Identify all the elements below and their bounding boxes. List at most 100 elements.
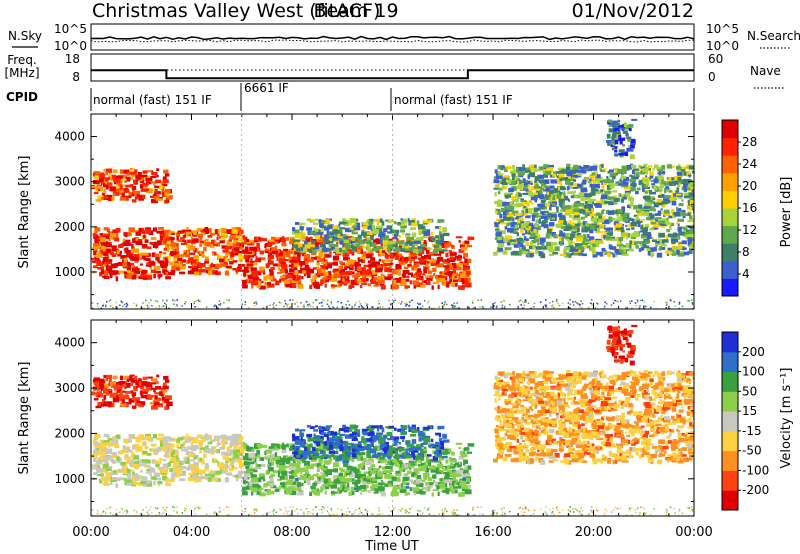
power-cell bbox=[105, 271, 109, 276]
power-cell bbox=[133, 182, 138, 185]
power-cell bbox=[671, 238, 679, 243]
power-cell bbox=[557, 305, 560, 307]
power-cell bbox=[600, 197, 604, 203]
power-cell bbox=[510, 217, 515, 222]
power-cell bbox=[425, 249, 430, 254]
power-cell bbox=[552, 252, 559, 255]
power-cell bbox=[409, 301, 411, 303]
power-cell bbox=[176, 232, 181, 237]
power-cell bbox=[545, 187, 551, 191]
velocity-cell bbox=[116, 456, 120, 461]
power-cell bbox=[359, 256, 365, 260]
power-cell bbox=[233, 260, 238, 263]
power-cell bbox=[619, 216, 626, 221]
power-cell bbox=[230, 234, 236, 239]
velocity-cell bbox=[145, 471, 152, 474]
power-cell bbox=[140, 270, 145, 274]
power-cell bbox=[391, 270, 397, 275]
velocity-cell bbox=[153, 390, 156, 393]
power-cell bbox=[232, 268, 236, 271]
velocity-cell bbox=[115, 391, 119, 396]
power-cell bbox=[166, 236, 172, 241]
power-cell bbox=[247, 255, 255, 258]
velocity-cell bbox=[115, 434, 121, 440]
power-cell bbox=[654, 213, 662, 216]
power-cell bbox=[365, 253, 373, 259]
power-cell bbox=[496, 210, 502, 215]
power-cell bbox=[159, 235, 163, 240]
power-cell bbox=[437, 243, 442, 246]
power-cell bbox=[583, 225, 590, 231]
power-cell bbox=[188, 266, 194, 269]
power-cell bbox=[176, 245, 179, 250]
power-cell bbox=[394, 247, 400, 253]
velocity-cell bbox=[185, 438, 189, 444]
power-cell bbox=[540, 205, 544, 210]
power-cell bbox=[343, 306, 345, 308]
power-cell bbox=[97, 267, 104, 270]
power-cell bbox=[574, 301, 577, 303]
velocity-cell bbox=[165, 379, 170, 383]
power-cell bbox=[581, 226, 585, 231]
power-cell bbox=[444, 269, 450, 274]
power-cell bbox=[344, 281, 350, 284]
velocity-cell bbox=[102, 447, 108, 451]
power-cell bbox=[418, 303, 420, 306]
power-cell bbox=[387, 231, 392, 234]
power-cell bbox=[173, 254, 180, 258]
velocity-cell bbox=[163, 443, 168, 447]
power-cell bbox=[214, 251, 217, 256]
power-cell bbox=[535, 246, 542, 250]
velocity-cell bbox=[126, 468, 131, 473]
power-cell bbox=[383, 246, 387, 250]
power-cell bbox=[644, 167, 650, 171]
power-cell bbox=[575, 169, 582, 173]
noise-search-line bbox=[90, 39, 695, 43]
velocity-cell bbox=[157, 480, 163, 485]
power-cell bbox=[370, 263, 377, 268]
power-cell bbox=[460, 246, 468, 251]
velocity-cell bbox=[253, 453, 258, 457]
power-cell bbox=[640, 166, 647, 170]
power-cell bbox=[564, 198, 570, 201]
power-cell bbox=[689, 196, 694, 200]
power-cell bbox=[593, 225, 599, 230]
power-cell bbox=[683, 227, 688, 231]
power-cell bbox=[535, 176, 540, 182]
power-cell bbox=[399, 261, 405, 266]
velocity-cell bbox=[137, 445, 143, 449]
power-cell bbox=[601, 169, 605, 173]
power-cell bbox=[520, 229, 524, 233]
power-cell bbox=[343, 239, 350, 243]
velocity-cell bbox=[97, 382, 104, 385]
power-cell bbox=[627, 215, 630, 219]
velocity-cell bbox=[190, 442, 193, 446]
velocity-cell bbox=[175, 473, 181, 478]
power-cell bbox=[509, 201, 513, 206]
power-cell bbox=[592, 217, 598, 223]
power-cell bbox=[276, 251, 283, 256]
velocity-cell bbox=[196, 434, 203, 439]
power-cell bbox=[178, 261, 182, 266]
power-cell bbox=[572, 192, 575, 197]
power-cell bbox=[618, 134, 622, 138]
power-cell bbox=[628, 196, 633, 201]
power-cell bbox=[177, 230, 185, 233]
power-cell bbox=[640, 171, 645, 175]
power-cell bbox=[522, 178, 526, 183]
power-cell bbox=[587, 199, 593, 204]
power-cell bbox=[428, 238, 432, 241]
velocity-cell bbox=[233, 445, 239, 450]
nave-label: Nave bbox=[750, 64, 781, 78]
power-cell bbox=[146, 305, 149, 307]
power-cell bbox=[294, 229, 300, 233]
power-cell bbox=[684, 232, 689, 236]
power-cell bbox=[151, 170, 154, 175]
power-cell bbox=[127, 172, 130, 176]
power-cell bbox=[131, 248, 134, 252]
power-cell bbox=[502, 185, 505, 189]
velocity-cell bbox=[93, 441, 99, 446]
power-cell bbox=[97, 186, 104, 192]
power-cell bbox=[122, 242, 128, 246]
power-cell bbox=[619, 300, 622, 302]
